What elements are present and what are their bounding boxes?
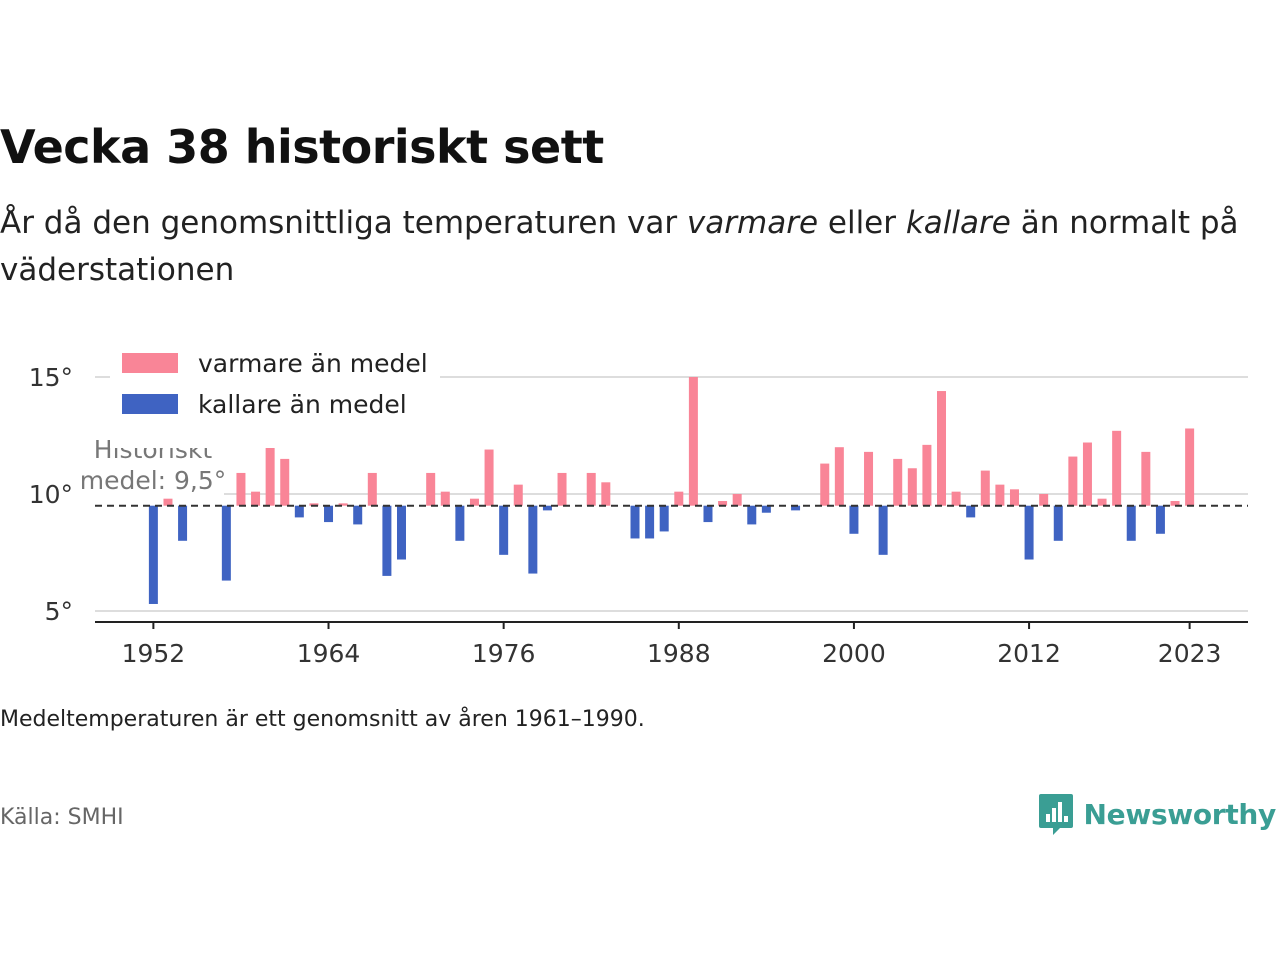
- brand-logo: Newsworthy: [1038, 790, 1276, 838]
- bar-warm: [864, 451, 874, 506]
- bar-warm: [251, 491, 261, 506]
- bar-cold: [966, 505, 976, 518]
- newsworthy-logo-icon: [1038, 794, 1073, 835]
- brand-name: Newsworthy: [1083, 797, 1277, 831]
- bar-warm: [309, 503, 319, 506]
- bar-warm: [513, 484, 523, 506]
- bar-cold: [1126, 505, 1136, 541]
- bar-cold: [499, 505, 509, 555]
- bar-warm: [732, 494, 742, 506]
- bar-cold: [542, 505, 552, 511]
- bar-warm: [995, 484, 1005, 506]
- bar-warm: [893, 458, 903, 506]
- bar-warm: [586, 472, 596, 506]
- bar-warm: [907, 468, 917, 506]
- y-tick-label: 5°: [45, 597, 73, 626]
- legend-label-warm: varmare än medel: [198, 349, 428, 378]
- bar-warm: [338, 503, 348, 506]
- subtitle-text-1: År då den genomsnittliga temperaturen va…: [0, 205, 687, 241]
- bar-cold: [324, 505, 334, 523]
- bar-warm: [1068, 456, 1078, 506]
- bar-warm: [469, 498, 479, 506]
- bar-cold: [1024, 505, 1034, 560]
- x-tick-label: 1976: [472, 639, 536, 668]
- x-tick-label: 2000: [822, 639, 886, 668]
- bar-cold: [659, 505, 669, 532]
- bar-warm: [601, 482, 611, 506]
- x-tick-label: 1964: [297, 639, 361, 668]
- bar-warm: [834, 447, 844, 506]
- bar-cold: [382, 505, 392, 576]
- bar-cold: [396, 505, 406, 560]
- x-tick-label: 2012: [997, 639, 1061, 668]
- legend-label-cold: kallare än medel: [198, 390, 407, 419]
- bar-cold: [791, 505, 801, 511]
- baseline-label-bg: [84, 468, 224, 498]
- bar-warm: [280, 458, 290, 506]
- bar-warm: [937, 391, 947, 506]
- bar-cold: [353, 505, 363, 525]
- bar-warm: [426, 472, 436, 506]
- legend-swatch-warm: [122, 353, 178, 373]
- source-label: Källa: SMHI: [0, 805, 124, 830]
- bar-warm: [820, 463, 830, 506]
- bar-cold: [630, 505, 640, 539]
- footnote: Medeltemperaturen är ett genomsnitt av å…: [0, 707, 645, 732]
- y-tick-label: 15°: [29, 363, 73, 392]
- bar-warm: [484, 449, 494, 506]
- bar-warm: [674, 491, 684, 506]
- bar-cold: [1155, 505, 1165, 534]
- bar-cold: [178, 505, 188, 541]
- bar-warm: [951, 491, 961, 506]
- bar-warm: [163, 498, 173, 506]
- bar-warm: [557, 472, 567, 506]
- y-tick-label: 10°: [29, 480, 73, 509]
- bar-warm: [688, 377, 698, 506]
- bar-cold: [1053, 505, 1063, 541]
- bar-warm: [1185, 428, 1195, 506]
- bar-warm: [236, 472, 246, 506]
- bar-warm: [1039, 494, 1049, 506]
- bar-warm: [718, 501, 728, 506]
- subtitle-cold-word: kallare: [905, 205, 1011, 241]
- bar-warm: [1097, 498, 1107, 506]
- bar-cold: [221, 505, 231, 581]
- bar-warm: [1082, 442, 1092, 506]
- bar-warm: [1009, 489, 1019, 506]
- bar-series: [148, 377, 1195, 604]
- legend: varmare än medel kallare än medel: [110, 348, 440, 448]
- bar-cold: [148, 505, 158, 604]
- bar-cold: [878, 505, 888, 555]
- subtitle-text-3: än normalt på väderstationen: [0, 205, 1239, 288]
- bar-warm: [1170, 501, 1180, 506]
- legend-swatch-cold: [122, 394, 178, 414]
- x-tick-label: 1952: [122, 639, 186, 668]
- bar-cold: [294, 505, 304, 518]
- bar-cold: [645, 505, 655, 539]
- baseline-annotation: Historiskt medel: 9,5°: [80, 435, 227, 498]
- subtitle-warm-word: varmare: [686, 205, 819, 241]
- bar-cold: [849, 505, 859, 534]
- bar-warm: [367, 472, 377, 506]
- bar-cold: [747, 505, 757, 525]
- axes: 1952 1964 1976 1988 2000 2012 2023: [95, 621, 1248, 668]
- bar-warm: [1112, 430, 1122, 506]
- bar-cold: [703, 505, 713, 523]
- bar-warm: [440, 491, 450, 506]
- bar-cold: [455, 505, 465, 541]
- bar-warm: [1141, 451, 1151, 506]
- chart-title: Vecka 38 historiskt sett: [0, 120, 604, 174]
- bar-cold: [761, 505, 771, 513]
- bar-warm: [980, 470, 990, 506]
- bar-warm: [922, 444, 932, 506]
- bar-warm: [265, 430, 275, 506]
- subtitle-text-2: eller: [818, 205, 906, 241]
- chart-subtitle: År då den genomsnittliga temperaturen va…: [0, 200, 1240, 294]
- bar-cold: [528, 505, 538, 574]
- temperature-bar-chart: 5° 10° 15° 1952 1964 1976 1988 2000 2012 2023 Hi…: [29, 348, 1248, 668]
- baseline-label-line2: medel: 9,5°: [80, 466, 227, 495]
- x-tick-label: 2023: [1158, 639, 1222, 668]
- x-tick-label: 1988: [647, 639, 711, 668]
